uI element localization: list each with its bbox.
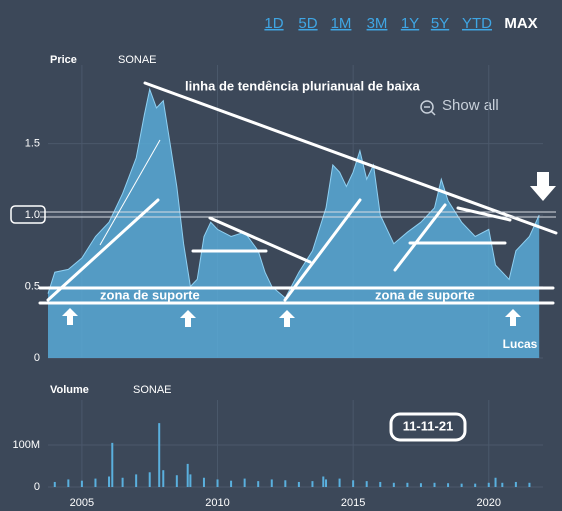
volume-bar: [135, 474, 138, 487]
range-button[interactable]: 3M: [367, 15, 388, 32]
up-arrow: [62, 308, 78, 325]
volume-bar: [111, 442, 114, 487]
range-button[interactable]: 1Y: [401, 15, 419, 32]
volume-bar: [158, 423, 161, 487]
y-tick-label: 0: [34, 481, 40, 493]
y-tick-label: 100M: [12, 439, 40, 451]
y-tick-label: 1.5: [25, 138, 40, 150]
drawings: [10, 81, 558, 442]
show-all[interactable]: Show all: [442, 97, 499, 114]
price-title: Price: [50, 54, 77, 66]
volume-bar: [270, 479, 273, 487]
volume-bar: [189, 474, 192, 487]
up-line: [46, 198, 160, 302]
range-button[interactable]: 1D: [264, 15, 283, 32]
annotation: zona de suporte: [100, 287, 200, 302]
volume-bar: [487, 482, 490, 487]
up-arrow: [180, 310, 196, 327]
range-button[interactable]: 1M: [331, 15, 352, 32]
up-arrow: [505, 309, 521, 326]
range-button[interactable]: 5D: [298, 15, 317, 32]
volume-bar: [528, 482, 531, 487]
price-area: [48, 89, 540, 359]
x-tick-label: 2020: [477, 497, 501, 509]
down-line: [208, 216, 312, 264]
annotations: linha de tendência plurianual de baixa zo…: [100, 78, 538, 433]
volume-bar: [352, 480, 355, 487]
up-line: [99, 139, 161, 246]
y-tick-label: 1.0: [25, 209, 40, 221]
y-tick-label: 0: [34, 352, 40, 364]
down-line: [456, 206, 512, 222]
volume-bar: [216, 479, 219, 487]
volume-bar: [67, 479, 70, 487]
zoom-icon-handle: [430, 110, 436, 116]
volume-bar: [392, 482, 395, 487]
x-tick-label: 2010: [205, 497, 229, 509]
trend-line: [143, 81, 558, 235]
volume-bar: [514, 481, 517, 487]
y-tick-label: 0.5: [25, 280, 40, 292]
volume-bar: [297, 481, 300, 487]
volume-bar: [230, 480, 233, 487]
volume-bar: [53, 481, 56, 487]
arrows: [62, 172, 556, 327]
volume-bar: [108, 476, 111, 487]
up-line: [283, 198, 362, 302]
volume-title: Volume: [50, 384, 89, 396]
volume-bar: [243, 478, 246, 487]
volume-bar: [325, 479, 328, 487]
volume-bar: [322, 476, 325, 487]
volume-bar: [494, 477, 497, 487]
range-buttons: 1D 5D 1M 3M 1Y 5Y YTD MAX: [264, 15, 537, 32]
range-button[interactable]: MAX: [504, 15, 537, 32]
volume-bar: [365, 481, 368, 487]
volume-bar: [175, 475, 178, 487]
volume-subtitle: SONAE: [133, 384, 172, 396]
price-subtitle: SONAE: [118, 54, 157, 66]
volume-bar: [162, 470, 165, 487]
zoom-icon[interactable]: [420, 100, 434, 114]
x-tick-label: 2015: [341, 497, 365, 509]
volume-bar: [501, 482, 504, 487]
volume-bar: [80, 480, 83, 487]
volume-bar: [419, 483, 422, 487]
volume-bar: [121, 477, 124, 487]
volume-bar: [284, 480, 287, 487]
range-button[interactable]: 5Y: [431, 15, 449, 32]
up-line: [393, 203, 447, 272]
volume-bar: [460, 483, 463, 487]
range-button[interactable]: YTD: [462, 15, 492, 32]
volume-bar: [433, 482, 436, 487]
annotation: linha de tendência plurianual de baixa: [185, 78, 421, 93]
annotation: Lucas: [503, 337, 538, 351]
volume-bar: [186, 463, 189, 487]
volume-bar: [338, 478, 341, 487]
level-box: [10, 205, 46, 224]
annotation: zona de suporte: [375, 287, 475, 302]
date-box: [389, 412, 467, 442]
down-arrow: [530, 172, 556, 201]
x-tick-label: 2005: [70, 497, 94, 509]
volume-bar: [379, 481, 382, 487]
up-arrow: [279, 310, 295, 327]
volume-bar: [447, 483, 450, 487]
volume-bar: [474, 483, 477, 487]
date-label: 11-11-21: [403, 418, 454, 433]
volume-bar: [406, 482, 409, 487]
volume-bar: [311, 481, 314, 487]
volume-plot: 2005 2010 2015 2020 0 100M: [12, 400, 543, 509]
volume-bar: [202, 477, 205, 487]
volume-bar: [94, 478, 97, 487]
volume-bar: [257, 481, 260, 487]
volume-bar: [148, 472, 151, 487]
